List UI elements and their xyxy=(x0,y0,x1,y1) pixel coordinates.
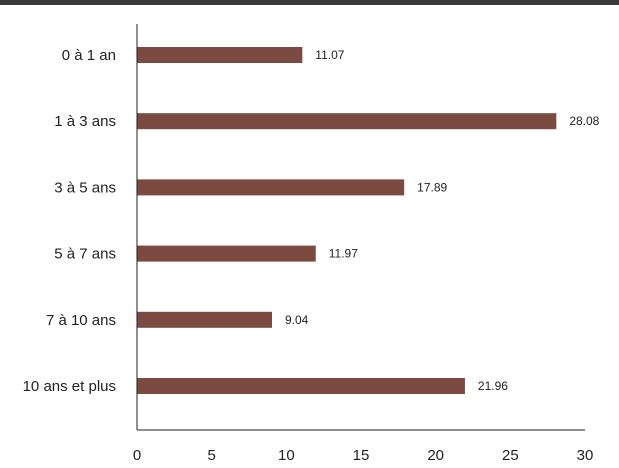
x-tick-labels-group: 0 5 10 15 20 25 30 xyxy=(133,447,594,464)
x-tick-label: 25 xyxy=(502,447,519,464)
x-tick-label: 20 xyxy=(427,447,444,464)
bars-group xyxy=(137,47,557,394)
bar xyxy=(137,378,465,394)
category-label: 5 à 7 ans xyxy=(54,246,116,263)
value-label: 17.89 xyxy=(417,180,447,194)
category-label: 0 à 1 an xyxy=(62,47,116,64)
bar xyxy=(137,245,316,262)
category-label: 3 à 5 ans xyxy=(54,179,116,196)
x-tick-label: 0 xyxy=(133,447,141,464)
value-labels-group: 11.07 28.08 17.89 11.97 9.04 21.96 xyxy=(285,48,600,393)
category-label: 1 à 3 ans xyxy=(54,113,116,130)
category-label: 10 ans et plus xyxy=(23,378,116,395)
category-labels-group: 0 à 1 an 1 à 3 ans 3 à 5 ans 5 à 7 ans 7 à 1… xyxy=(23,47,116,395)
x-tick-label: 10 xyxy=(278,447,295,464)
top-rule xyxy=(0,0,619,5)
bar xyxy=(137,47,303,63)
x-tick-label: 15 xyxy=(353,447,370,464)
category-label: 7 à 10 ans xyxy=(46,312,116,329)
x-tick-label: 30 xyxy=(577,447,594,464)
value-label: 28.08 xyxy=(569,114,599,128)
value-label: 9.04 xyxy=(285,313,309,327)
value-label: 11.97 xyxy=(329,247,358,261)
value-label: 11.07 xyxy=(315,48,344,62)
x-tick-label: 5 xyxy=(207,447,215,464)
value-label: 21.96 xyxy=(478,379,508,393)
bar xyxy=(137,179,405,196)
bar xyxy=(137,311,272,328)
bar xyxy=(137,113,557,130)
